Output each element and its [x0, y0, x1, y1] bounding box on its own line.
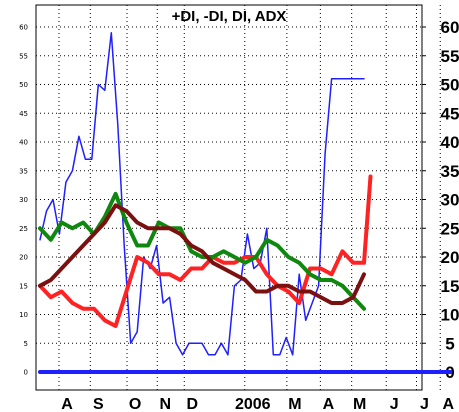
series-layer: [38, 32, 453, 374]
y-tick-label-left: 50: [19, 81, 28, 89]
plot-frame: [35, 4, 423, 391]
x-tick-label: J: [390, 396, 399, 412]
y-tick-label-right: 30: [441, 191, 459, 210]
y-tick-label-right: 55: [441, 47, 459, 66]
y-tick-label-right: 60: [441, 18, 459, 37]
y-tick-label-left: 60: [19, 24, 28, 32]
y-tick-label-left: 25: [19, 225, 28, 233]
x-tick-label: 2006: [235, 396, 271, 412]
y-tick-label-right: 15: [441, 277, 459, 296]
x-tick-label: M: [353, 396, 366, 412]
x-tick-label: A: [442, 396, 454, 412]
series-line-0: [39, 32, 365, 356]
y-tick-label-left: 55: [19, 52, 28, 60]
x-tick-label: S: [93, 396, 104, 412]
x-axis: A S O N D 2006 M A M J J A: [61, 396, 454, 412]
x-tick-label: N: [159, 396, 171, 412]
x-tick-label: M: [288, 396, 301, 412]
y-tick-label-left: 45: [19, 110, 28, 118]
series-line-3: [38, 203, 366, 305]
series-line-1: [38, 174, 373, 328]
chart-title: +DI, -DI, DI, ADX: [172, 8, 287, 25]
y-tick-label-right: 20: [441, 248, 459, 267]
y-tick-label-left: 0: [24, 369, 28, 377]
x-tick-label: O: [129, 396, 141, 412]
y-tick-label-right: 10: [441, 306, 459, 325]
x-tick-label: D: [186, 396, 198, 412]
y-tick-label-left: 40: [19, 139, 28, 147]
y-tick-label-left: 35: [19, 167, 28, 175]
y-tick-label-left: 30: [19, 196, 28, 204]
x-tick-label: A: [61, 396, 73, 412]
grid-layer: [36, 5, 441, 390]
y-axis-left: 0 5 10 15 20 25 30 35 40 45 50 55 60: [19, 24, 28, 377]
y-tick-label-right: 40: [441, 133, 459, 152]
y-tick-label-right: 25: [441, 219, 459, 238]
x-tick-label: J: [420, 396, 429, 412]
y-tick-label-right: 35: [441, 162, 459, 181]
x-tick-label: A: [323, 396, 335, 412]
y-tick-label-left: 20: [19, 254, 28, 262]
y-tick-label-right: 45: [441, 104, 459, 123]
y-tick-label-left: 5: [24, 340, 28, 348]
y-tick-label-left: 10: [19, 311, 28, 319]
y-tick-label-left: 15: [19, 282, 28, 290]
y-tick-label-right: 50: [441, 76, 459, 95]
y-tick-label-right: 5: [445, 334, 454, 353]
